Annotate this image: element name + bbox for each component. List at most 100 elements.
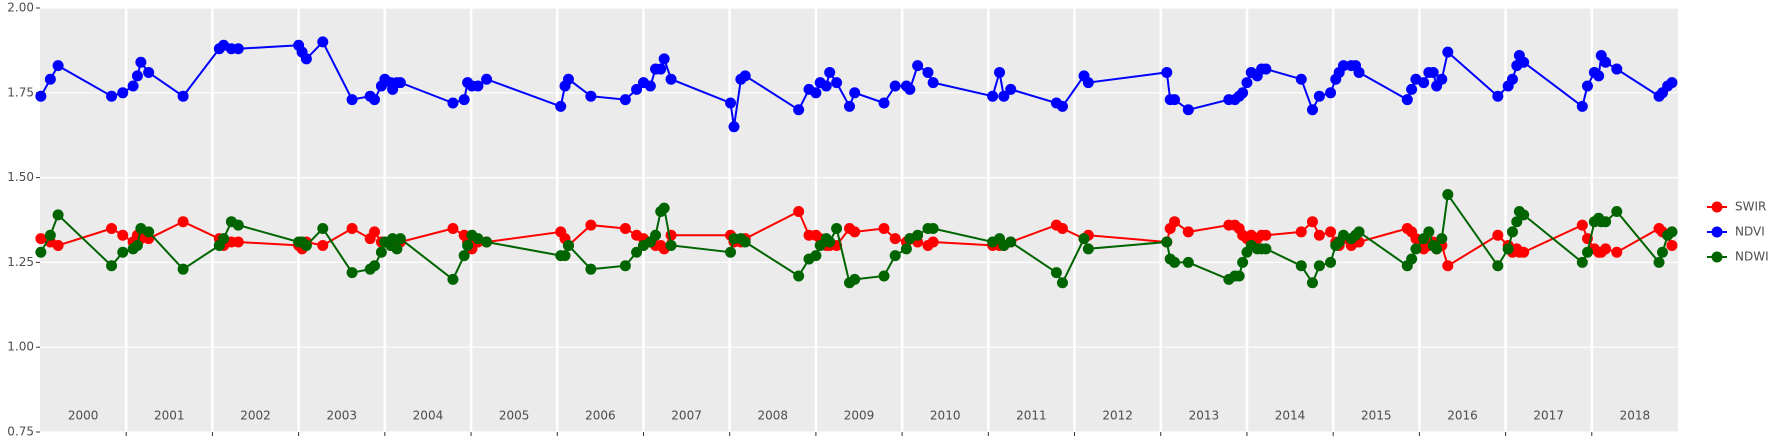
data-point bbox=[889, 80, 901, 92]
data-point bbox=[1169, 216, 1181, 228]
year-label: 2008 bbox=[758, 409, 789, 423]
data-point bbox=[725, 246, 737, 258]
data-point bbox=[555, 100, 567, 112]
data-point bbox=[52, 239, 64, 251]
data-point bbox=[317, 239, 329, 251]
data-point bbox=[849, 226, 861, 238]
data-point bbox=[793, 270, 805, 282]
data-point bbox=[135, 56, 147, 68]
data-point bbox=[35, 90, 47, 102]
data-point bbox=[1442, 46, 1454, 58]
data-point bbox=[585, 219, 597, 231]
data-point bbox=[665, 229, 677, 241]
data-point bbox=[447, 273, 459, 285]
data-point bbox=[1492, 260, 1504, 272]
data-point bbox=[394, 77, 406, 89]
data-point bbox=[1325, 87, 1337, 99]
data-point bbox=[1666, 77, 1678, 89]
data-point bbox=[346, 267, 358, 279]
data-point bbox=[831, 77, 843, 89]
y-tick-label: 1.00 bbox=[7, 340, 34, 354]
data-point bbox=[927, 222, 939, 234]
data-point bbox=[232, 219, 244, 231]
year-label: 2012 bbox=[1102, 409, 1133, 423]
data-point bbox=[665, 73, 677, 85]
data-point bbox=[619, 260, 631, 272]
year-label: 2017 bbox=[1533, 409, 1564, 423]
data-point bbox=[1593, 70, 1605, 82]
data-point bbox=[585, 263, 597, 275]
data-point bbox=[1260, 63, 1272, 75]
data-point bbox=[218, 233, 230, 245]
data-point bbox=[889, 233, 901, 245]
data-point bbox=[1169, 256, 1181, 268]
data-point bbox=[1325, 226, 1337, 238]
data-point bbox=[1182, 104, 1194, 116]
data-point bbox=[1082, 243, 1094, 255]
data-point bbox=[927, 77, 939, 89]
data-point bbox=[462, 239, 474, 251]
year-label: 2015 bbox=[1361, 409, 1392, 423]
data-point bbox=[1611, 246, 1623, 258]
y-tick-label: 0.75 bbox=[7, 425, 34, 439]
data-point bbox=[922, 66, 934, 78]
data-point bbox=[232, 43, 244, 55]
year-label: 2005 bbox=[499, 409, 530, 423]
year-label: 2018 bbox=[1620, 409, 1651, 423]
data-point bbox=[317, 222, 329, 234]
data-point bbox=[1233, 270, 1245, 282]
data-point bbox=[878, 222, 890, 234]
data-point bbox=[810, 250, 822, 262]
data-point bbox=[1576, 219, 1588, 231]
legend-label: NDWI bbox=[1735, 250, 1769, 264]
data-point bbox=[904, 83, 916, 95]
data-point bbox=[368, 94, 380, 106]
data-point bbox=[1237, 87, 1249, 99]
year-label: 2006 bbox=[585, 409, 616, 423]
data-point bbox=[1502, 243, 1514, 255]
data-point bbox=[177, 263, 189, 275]
data-point bbox=[1169, 94, 1181, 106]
data-point bbox=[1427, 66, 1439, 78]
data-point bbox=[987, 90, 999, 102]
data-point bbox=[1237, 256, 1249, 268]
y-tick-label: 1.25 bbox=[7, 255, 34, 269]
data-point bbox=[1666, 226, 1678, 238]
data-point bbox=[559, 250, 571, 262]
data-point bbox=[1600, 216, 1612, 228]
data-point bbox=[927, 236, 939, 248]
data-point bbox=[117, 229, 129, 241]
year-label: 2010 bbox=[930, 409, 961, 423]
data-point bbox=[849, 273, 861, 285]
data-point bbox=[1600, 56, 1612, 68]
data-point bbox=[106, 90, 118, 102]
data-point bbox=[912, 60, 924, 72]
data-point bbox=[562, 73, 574, 85]
data-point bbox=[728, 121, 740, 133]
data-point bbox=[117, 87, 129, 99]
data-point bbox=[317, 36, 329, 48]
data-point bbox=[131, 70, 143, 82]
data-point bbox=[1241, 77, 1253, 89]
data-point bbox=[1423, 226, 1435, 238]
data-point bbox=[644, 80, 656, 92]
data-point bbox=[831, 222, 843, 234]
data-point bbox=[131, 239, 143, 251]
data-point bbox=[177, 216, 189, 228]
data-point bbox=[739, 70, 751, 82]
data-point bbox=[1078, 233, 1090, 245]
year-label: 2009 bbox=[844, 409, 875, 423]
data-point bbox=[1295, 73, 1307, 85]
data-point bbox=[585, 90, 597, 102]
data-point bbox=[665, 239, 677, 251]
data-point bbox=[1418, 77, 1430, 89]
data-point bbox=[1295, 260, 1307, 272]
data-point bbox=[1401, 94, 1413, 106]
data-point bbox=[472, 233, 484, 245]
data-point bbox=[810, 87, 822, 99]
data-point bbox=[562, 239, 574, 251]
data-point bbox=[658, 53, 670, 65]
legend-marker bbox=[1711, 226, 1723, 238]
data-point bbox=[1306, 216, 1318, 228]
